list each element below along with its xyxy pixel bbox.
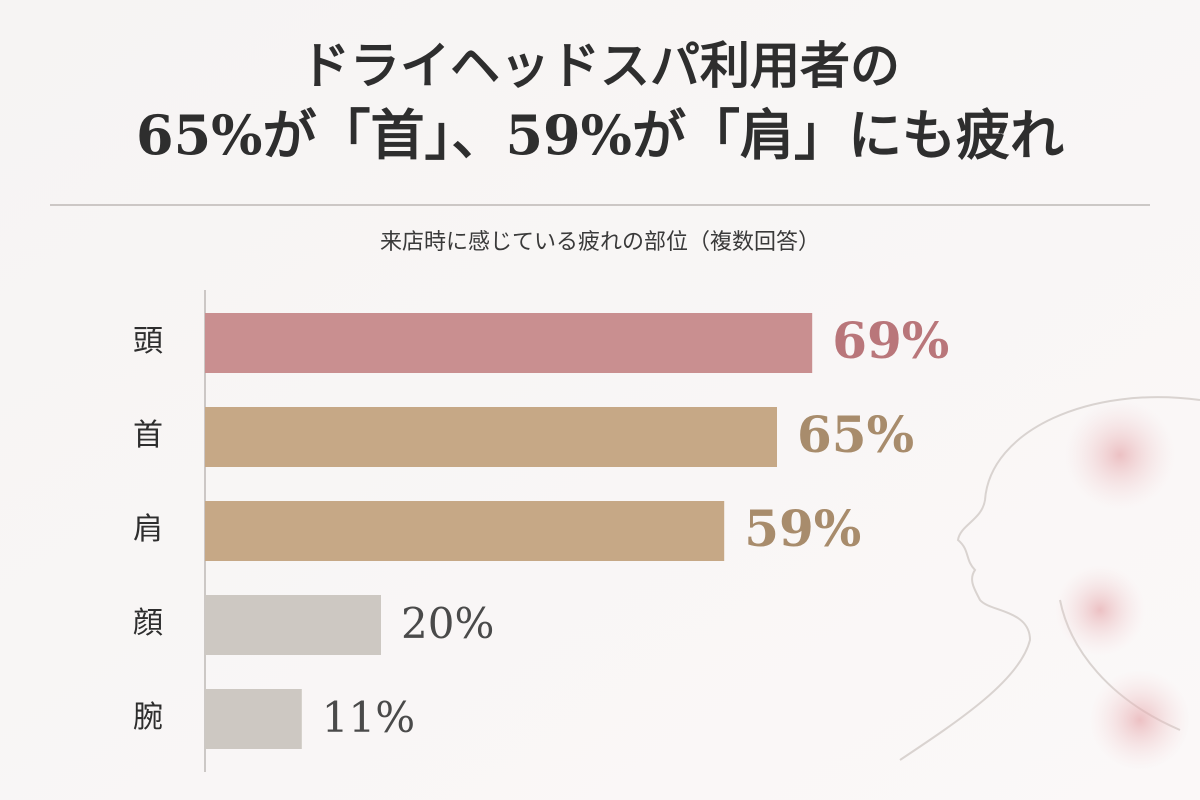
- bar: [205, 313, 813, 373]
- bar: [205, 501, 725, 561]
- value-label: 11%: [322, 693, 415, 742]
- category-label: 首: [133, 418, 163, 453]
- bar: [205, 595, 381, 655]
- title-line: 65%が「首」、59%が「肩」にも疲れ: [136, 103, 1064, 167]
- value-label: 65%: [797, 405, 914, 464]
- glow: [1055, 565, 1145, 655]
- category-label: 顔: [133, 606, 163, 641]
- bar: [205, 689, 302, 749]
- title-line: ドライヘッドスパ利用者の: [300, 36, 900, 95]
- value-label: 20%: [401, 599, 494, 648]
- subtitle: 来店時に感じている疲れの部位（複数回答）: [380, 230, 820, 255]
- glow: [1090, 670, 1190, 770]
- category-label: 頭: [133, 324, 163, 359]
- value-label: 59%: [744, 499, 861, 558]
- bar: [205, 407, 777, 467]
- value-label: 69%: [832, 311, 949, 370]
- category-label: 肩: [133, 512, 163, 547]
- glow: [1065, 400, 1175, 510]
- category-label: 腕: [133, 700, 163, 735]
